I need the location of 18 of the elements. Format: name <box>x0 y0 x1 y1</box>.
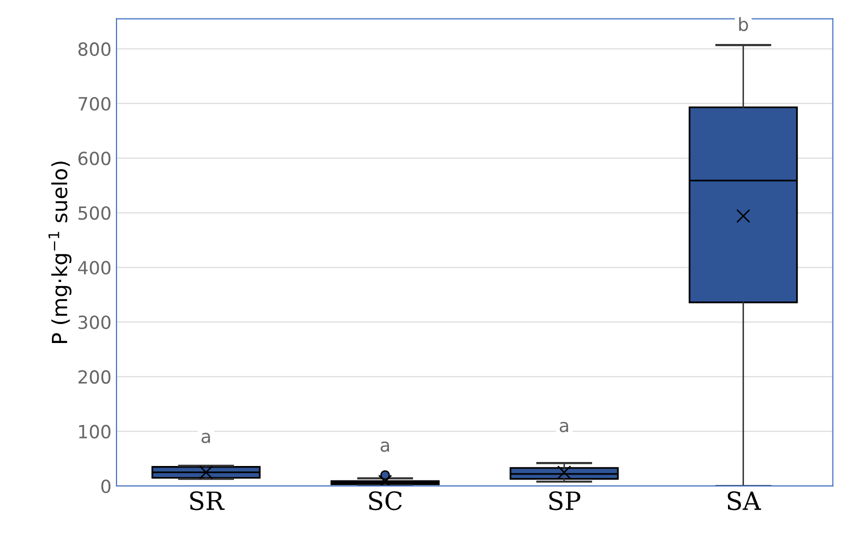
y-tick-label: 500 <box>78 206 110 220</box>
y-tick-label: 600 <box>78 152 110 166</box>
y-tick-label: 200 <box>78 370 110 384</box>
y-tick-label: 700 <box>78 96 110 111</box>
annotation: a <box>202 432 210 444</box>
y-tick-label: 400 <box>78 260 110 275</box>
x-tick-label: SP <box>549 491 580 510</box>
y-tick-label: 100 <box>79 424 110 438</box>
y-tick-label: 300 <box>78 316 110 330</box>
x-tick-label: SC <box>369 491 402 510</box>
x-tick-label: SR <box>190 491 225 510</box>
y-tick-label: 800 <box>78 42 110 56</box>
y-axis-title: P (mg·kg$^{−1}$ suelo) <box>48 162 72 343</box>
annotation: a <box>380 442 390 452</box>
y-tick-label: 0 <box>101 479 110 494</box>
annotation: b <box>739 17 748 32</box>
annotation: a <box>560 422 568 432</box>
x-tick-label: SA <box>728 491 762 510</box>
